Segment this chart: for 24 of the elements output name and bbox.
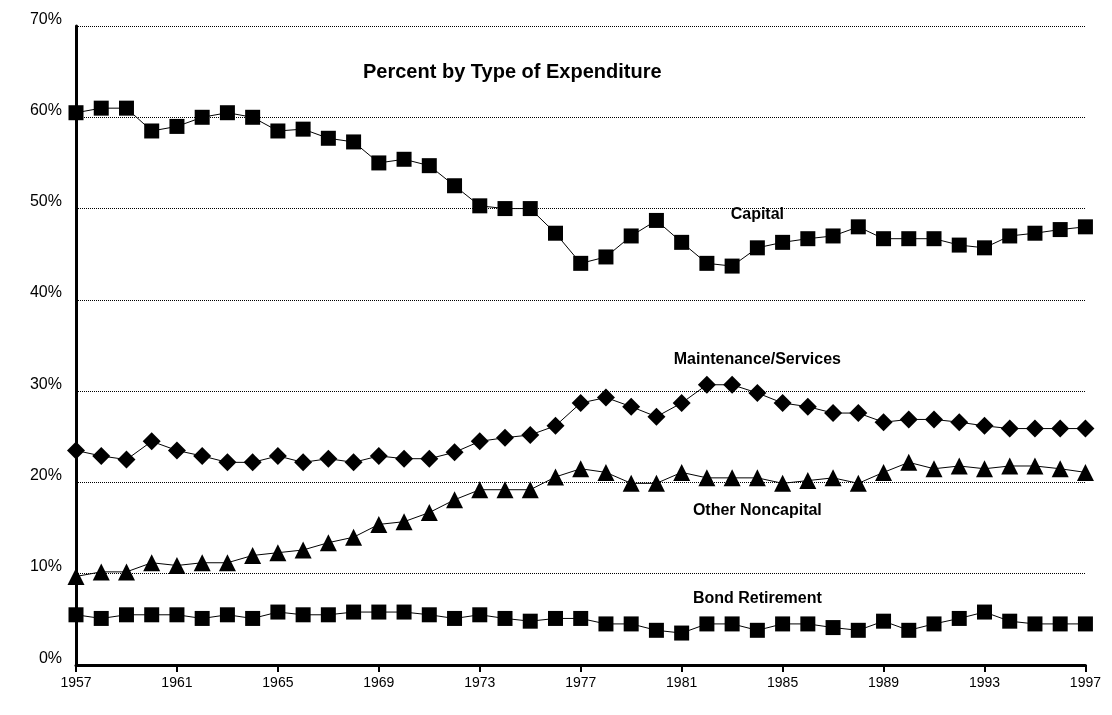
y-tick-label: 30% <box>29 374 62 392</box>
x-tick-label: 1993 <box>968 674 1001 690</box>
text: Percent by Type of Expenditure <box>363 60 662 82</box>
x-tick-label: 1977 <box>565 674 597 690</box>
x-tick-label: 1997 <box>1069 674 1102 690</box>
y-tick-label: 10% <box>29 557 62 575</box>
y-tick-label: 60% <box>29 100 62 118</box>
y-tick-label: 70% <box>29 9 62 27</box>
x-tick-label: 1973 <box>464 674 496 690</box>
y-tick-label: 40% <box>29 283 62 301</box>
x-tick-label: 1981 <box>666 674 698 690</box>
x-tick-label: 1957 <box>60 674 92 690</box>
x-tick-label: 1961 <box>161 674 193 690</box>
x-tick-label: 1969 <box>363 674 395 690</box>
x-tick-label: 1965 <box>262 674 294 690</box>
y-tick-label: 0% <box>38 648 62 666</box>
x-tick-label: 1985 <box>767 674 799 690</box>
series-label: Maintenance/Services <box>673 350 842 368</box>
x-tick-label: 1989 <box>867 674 900 690</box>
y-tick-label: 20% <box>29 465 62 483</box>
series-label: Other Noncapital <box>692 500 822 518</box>
series-label: Bond Retirement <box>692 589 823 607</box>
series-label: Capital <box>730 204 785 222</box>
y-tick-label: 50% <box>29 192 62 210</box>
